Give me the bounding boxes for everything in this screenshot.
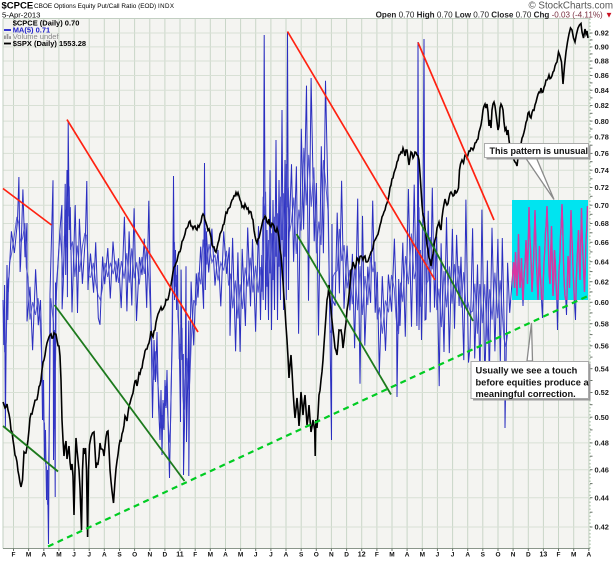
svg-text:0.92: 0.92 — [595, 29, 609, 38]
svg-text:M: M — [389, 552, 394, 559]
svg-text:0.64: 0.64 — [595, 257, 610, 266]
svg-text:0.58: 0.58 — [595, 319, 609, 328]
svg-text:INDX: INDX — [158, 3, 174, 10]
svg-text:0.50: 0.50 — [595, 413, 609, 422]
svg-text:0.84: 0.84 — [595, 86, 610, 95]
svg-text:A: A — [41, 552, 46, 559]
svg-text:0.82: 0.82 — [595, 101, 609, 110]
svg-text:D: D — [526, 552, 531, 559]
svg-text:0.62: 0.62 — [595, 277, 609, 286]
svg-text:J: J — [72, 552, 76, 559]
svg-text:O: O — [132, 552, 137, 559]
svg-text:Usually we see a touch: Usually we see a touch — [476, 366, 578, 376]
svg-text:Volume undef: Volume undef — [13, 32, 60, 41]
svg-text:0.52: 0.52 — [595, 388, 609, 397]
svg-text:M: M — [571, 552, 576, 559]
svg-text:0.46: 0.46 — [595, 465, 609, 474]
svg-text:A: A — [102, 552, 107, 559]
svg-text:0.68: 0.68 — [595, 219, 609, 228]
svg-text:0.44: 0.44 — [595, 493, 610, 502]
svg-text:A: A — [405, 552, 410, 559]
svg-text:S: S — [299, 552, 304, 559]
svg-text:0.80: 0.80 — [595, 117, 609, 126]
svg-text:M: M — [26, 552, 31, 559]
svg-text:M: M — [56, 552, 61, 559]
svg-text:12: 12 — [358, 552, 366, 559]
svg-text:0.70: 0.70 — [595, 201, 609, 210]
svg-text:© StockCharts.com: © StockCharts.com — [528, 1, 613, 12]
svg-text:O: O — [314, 552, 319, 559]
svg-text:$CPCE: $CPCE — [2, 1, 34, 12]
svg-text:$SPX (Daily) 1553.28: $SPX (Daily) 1553.28 — [13, 39, 86, 48]
svg-text:0.54: 0.54 — [595, 364, 610, 373]
svg-text:0.42: 0.42 — [595, 523, 609, 532]
svg-text:S: S — [117, 552, 122, 559]
svg-text:0.78: 0.78 — [595, 133, 609, 142]
svg-text:M: M — [238, 552, 243, 559]
svg-text:F: F — [193, 552, 197, 559]
svg-text:N: N — [329, 552, 334, 559]
svg-text:S: S — [481, 552, 486, 559]
svg-text:13: 13 — [540, 552, 548, 559]
svg-text:This pattern is unusual: This pattern is unusual — [490, 146, 589, 156]
svg-text:0.74: 0.74 — [595, 166, 610, 175]
svg-text:J: J — [254, 552, 258, 559]
svg-text:F: F — [375, 552, 379, 559]
svg-text:A: A — [284, 552, 289, 559]
svg-text:0.72: 0.72 — [595, 183, 609, 192]
svg-text:J: J — [87, 552, 91, 559]
svg-text:J: J — [451, 552, 455, 559]
svg-text:A: A — [465, 552, 470, 559]
svg-text:0.56: 0.56 — [595, 342, 609, 351]
svg-text:$CPCE (Daily) 0.70: $CPCE (Daily) 0.70 — [13, 19, 80, 28]
svg-text:11: 11 — [176, 552, 184, 559]
svg-text:0.88: 0.88 — [595, 57, 609, 66]
svg-text:0.60: 0.60 — [595, 298, 609, 307]
svg-text:5-Apr-2013: 5-Apr-2013 — [2, 11, 40, 20]
svg-text:0.86: 0.86 — [595, 71, 609, 80]
svg-text:M: M — [420, 552, 425, 559]
svg-text:meaningful correction.: meaningful correction. — [476, 389, 576, 399]
svg-text:0.48: 0.48 — [595, 439, 609, 448]
svg-text:F: F — [12, 552, 16, 559]
svg-text:A: A — [223, 552, 228, 559]
svg-text:0.90: 0.90 — [595, 43, 609, 52]
svg-text:D: D — [344, 552, 349, 559]
svg-text:N: N — [511, 552, 516, 559]
svg-text:0.76: 0.76 — [595, 149, 609, 158]
svg-text:MA(5) 0.71: MA(5) 0.71 — [13, 25, 51, 34]
svg-text:J: J — [269, 552, 273, 559]
svg-text:N: N — [147, 552, 152, 559]
svg-text:D: D — [163, 552, 168, 559]
svg-text:J: J — [436, 552, 440, 559]
svg-text:A: A — [586, 552, 591, 559]
svg-text:before equities produce a: before equities produce a — [476, 378, 590, 388]
svg-text:O: O — [495, 552, 500, 559]
svg-text:CBOE Options Equity Put/Call R: CBOE Options Equity Put/Call Ratio (EOD) — [34, 3, 156, 10]
svg-text:Open 0.70 High 0.70 Low 0.70 C: Open 0.70 High 0.70 Low 0.70 Close 0.70 … — [376, 11, 613, 20]
svg-text:0.66: 0.66 — [595, 238, 609, 247]
svg-text:M: M — [208, 552, 213, 559]
svg-text:F: F — [557, 552, 561, 559]
